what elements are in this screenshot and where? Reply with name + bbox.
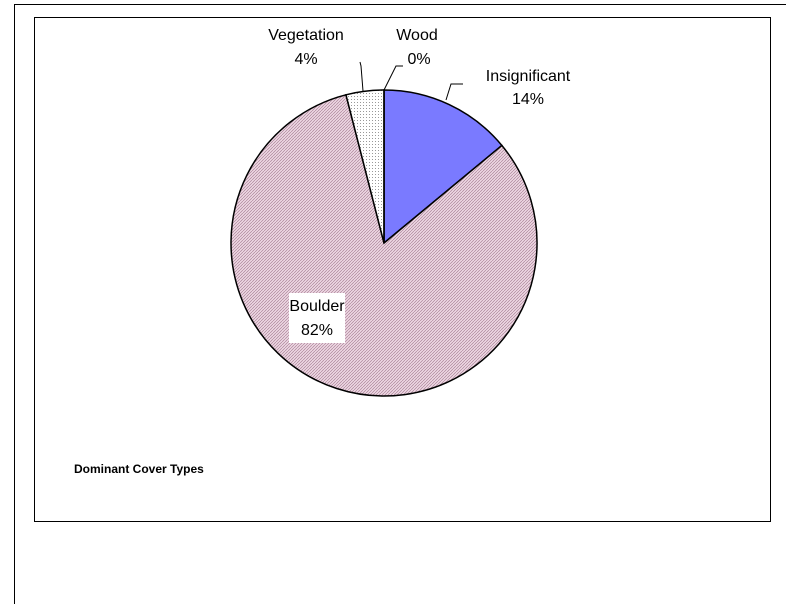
slice-value-insignificant: 14% xyxy=(512,91,544,108)
slice-label-wood: Wood xyxy=(396,27,438,44)
slice-label-insignificant: Insignificant xyxy=(486,68,571,85)
slice-value-boulder: 82% xyxy=(301,322,333,339)
leader-line-wood xyxy=(383,65,403,91)
slice-label-vegetation: Vegetation xyxy=(268,27,344,44)
slice-label-boulder: Boulder xyxy=(289,298,345,315)
boulder-label-bg xyxy=(289,293,345,343)
chart-caption: Dominant Cover Types xyxy=(74,462,204,476)
page-border xyxy=(14,4,786,604)
leader-line-insignificant xyxy=(445,83,463,101)
slice-value-vegetation: 4% xyxy=(294,51,317,68)
pie-slice-insignificant xyxy=(383,89,503,245)
slice-value-wood: 0% xyxy=(407,51,430,68)
leader-line-vegetation xyxy=(359,61,364,92)
